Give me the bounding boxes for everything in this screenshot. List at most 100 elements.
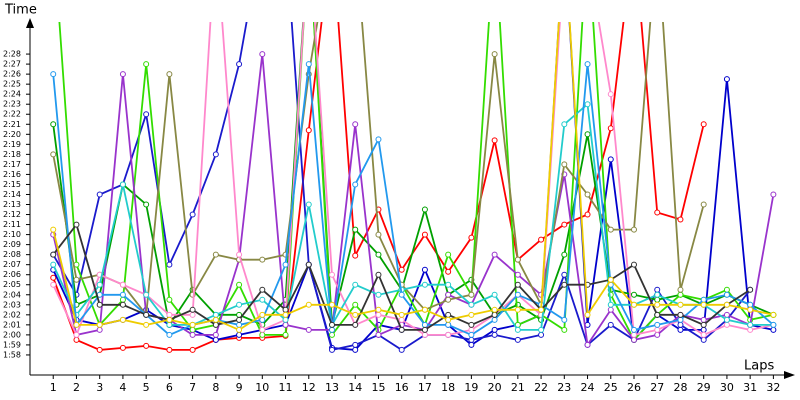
point bbox=[119, 71, 126, 78]
y-tick-label: 2:14 bbox=[3, 190, 21, 199]
point bbox=[329, 301, 335, 308]
point bbox=[584, 101, 591, 108]
point bbox=[654, 321, 661, 328]
point bbox=[607, 156, 614, 163]
point bbox=[445, 321, 452, 328]
point bbox=[445, 311, 452, 318]
point bbox=[282, 311, 289, 318]
point bbox=[677, 321, 684, 328]
point bbox=[398, 316, 405, 323]
point bbox=[491, 137, 498, 144]
point bbox=[282, 331, 289, 338]
point bbox=[677, 286, 684, 293]
point bbox=[189, 321, 196, 328]
y-axis-label: Time bbox=[4, 3, 37, 18]
point bbox=[329, 331, 335, 338]
point bbox=[631, 261, 637, 268]
y-tick-label: 2:27 bbox=[3, 60, 21, 69]
point bbox=[259, 326, 266, 333]
point bbox=[677, 216, 684, 223]
point bbox=[677, 316, 684, 323]
point bbox=[421, 326, 428, 333]
point bbox=[538, 331, 545, 338]
point bbox=[398, 311, 405, 318]
point bbox=[654, 331, 661, 338]
point bbox=[468, 331, 475, 338]
y-tick-label: 2:06 bbox=[3, 270, 21, 279]
x-tick-label: 6 bbox=[166, 381, 173, 394]
point bbox=[73, 276, 80, 283]
point bbox=[607, 301, 614, 308]
point bbox=[747, 326, 754, 333]
y-tick-label: 2:07 bbox=[3, 260, 21, 269]
point bbox=[96, 326, 103, 333]
x-tick-label: 2 bbox=[73, 381, 80, 394]
point bbox=[119, 291, 126, 298]
point bbox=[375, 311, 382, 318]
x-axis-label: Laps bbox=[744, 359, 774, 374]
x-tick-label: 14 bbox=[348, 381, 362, 394]
point bbox=[119, 344, 126, 351]
point bbox=[212, 316, 219, 323]
point bbox=[212, 331, 219, 338]
point bbox=[352, 252, 359, 259]
point bbox=[561, 251, 568, 258]
point bbox=[584, 311, 591, 318]
point bbox=[236, 301, 243, 308]
point bbox=[119, 281, 126, 288]
point bbox=[236, 61, 243, 68]
point bbox=[421, 331, 428, 338]
point bbox=[166, 346, 173, 353]
point bbox=[607, 226, 614, 233]
point bbox=[700, 201, 707, 208]
y-tick-label: 1:59 bbox=[3, 340, 21, 349]
point bbox=[398, 346, 405, 353]
y-tick-label: 2:20 bbox=[3, 130, 21, 139]
point bbox=[189, 331, 196, 338]
point bbox=[375, 251, 382, 258]
point bbox=[352, 181, 359, 188]
point bbox=[143, 111, 150, 118]
point bbox=[607, 276, 614, 283]
point bbox=[770, 191, 777, 198]
point bbox=[631, 336, 637, 343]
y-tick-label: 2:10 bbox=[3, 230, 21, 239]
point bbox=[561, 326, 568, 333]
point bbox=[352, 226, 359, 233]
point bbox=[143, 61, 150, 68]
y-tick-label: 2:02 bbox=[3, 310, 21, 319]
series-line bbox=[52, 102, 774, 331]
point bbox=[259, 296, 266, 303]
x-tick-label: 18 bbox=[441, 381, 455, 394]
point bbox=[491, 331, 498, 338]
point bbox=[468, 234, 475, 241]
point bbox=[236, 321, 243, 328]
point bbox=[514, 326, 521, 333]
point bbox=[700, 321, 707, 328]
y-tick-label: 2:16 bbox=[3, 170, 21, 179]
point bbox=[700, 121, 707, 128]
point bbox=[166, 261, 173, 268]
point bbox=[329, 326, 335, 333]
point bbox=[421, 306, 428, 313]
point bbox=[352, 346, 359, 353]
point bbox=[514, 291, 521, 298]
point bbox=[631, 301, 637, 308]
x-tick-label: 26 bbox=[627, 381, 641, 394]
point bbox=[352, 311, 359, 318]
point bbox=[700, 301, 707, 308]
point bbox=[73, 221, 80, 228]
point bbox=[50, 274, 57, 281]
y-tick-label: 2:26 bbox=[3, 70, 21, 79]
point bbox=[375, 231, 382, 238]
point bbox=[189, 326, 196, 333]
y-tick-label: 2:25 bbox=[3, 80, 21, 89]
point bbox=[491, 306, 498, 313]
y-tick-label: 2:08 bbox=[3, 250, 21, 259]
point bbox=[654, 326, 661, 333]
point bbox=[561, 316, 568, 323]
point bbox=[584, 191, 591, 198]
point bbox=[236, 326, 243, 333]
point bbox=[700, 316, 707, 323]
point bbox=[282, 306, 289, 313]
